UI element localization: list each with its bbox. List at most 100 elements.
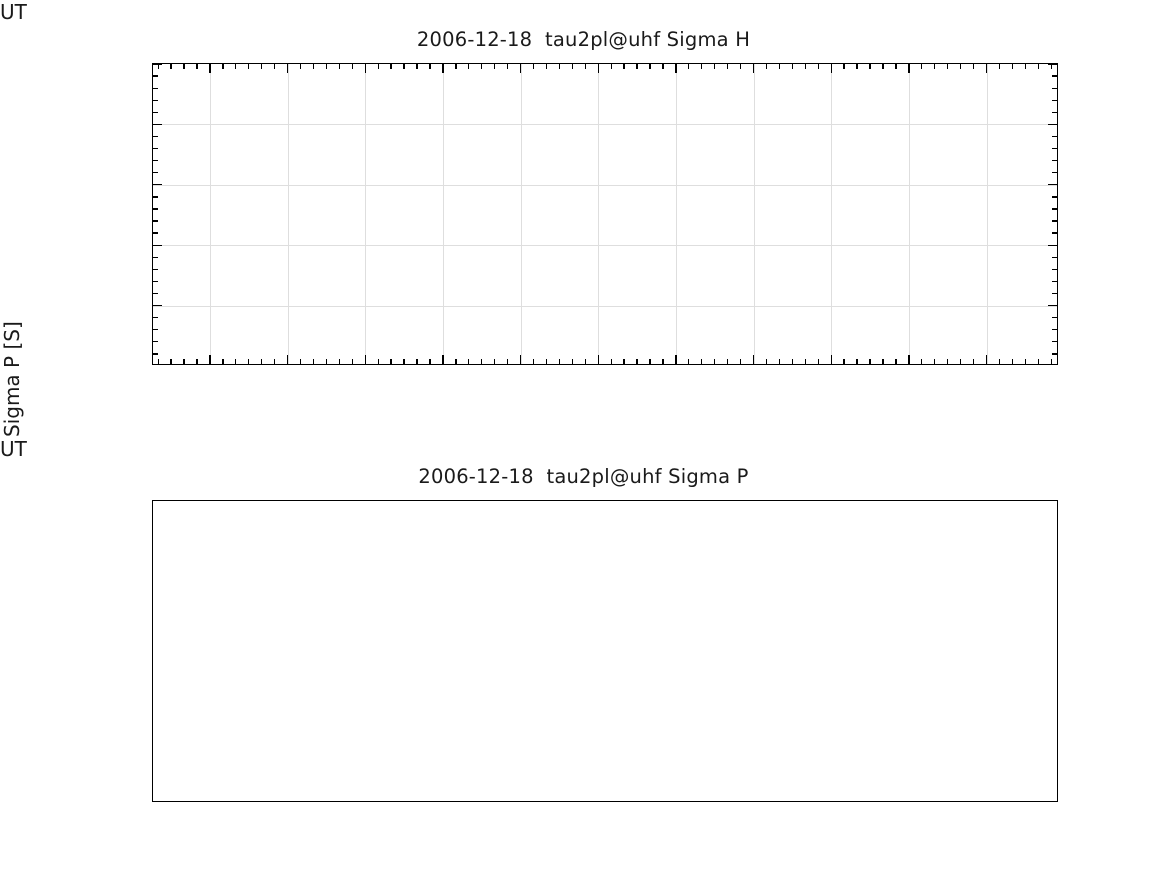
x-axis-minor-tick — [416, 64, 418, 69]
y-axis-minor-tick — [153, 280, 158, 283]
gridline-vertical — [675, 64, 677, 364]
x-axis-minor-tick — [727, 359, 729, 364]
x-axis-minor-tick — [532, 64, 535, 69]
y-axis-minor-tick — [1052, 256, 1057, 258]
x-axis-minor-tick — [248, 64, 250, 69]
x-axis-minor-tick — [584, 359, 586, 364]
x-axis-minor-tick — [610, 64, 612, 69]
y-axis-major-tick — [1048, 64, 1057, 65]
x-axis-minor-tick — [261, 64, 263, 69]
x-axis-major-tick — [286, 355, 289, 364]
x-axis-minor-tick — [856, 64, 858, 69]
x-axis-major-tick — [675, 355, 677, 364]
x-axis-minor-tick — [727, 64, 729, 69]
x-axis-minor-tick — [390, 359, 392, 364]
x-axis-minor-tick — [972, 64, 975, 69]
y-axis-minor-tick — [1052, 268, 1057, 270]
x-axis-minor-tick — [416, 359, 418, 364]
x-axis-minor-tick — [921, 64, 923, 69]
x-axis-minor-tick — [778, 64, 781, 69]
x-axis-minor-tick — [429, 64, 431, 69]
y-axis-minor-tick — [1052, 159, 1057, 162]
panel-title-sigma-h: 2006-12-18 tau2pl@uhf Sigma H — [416, 28, 751, 51]
x-axis-major-tick — [985, 355, 988, 364]
x-axis-minor-tick — [701, 359, 703, 364]
x-axis-minor-tick — [791, 64, 794, 69]
x-axis-minor-tick — [791, 359, 794, 364]
x-axis-minor-tick — [481, 64, 483, 69]
y-axis-minor-tick — [153, 135, 158, 138]
x-axis-minor-tick — [959, 64, 962, 69]
x-axis-minor-tick — [843, 359, 845, 364]
x-axis-label-sigma-p: UT — [0, 437, 27, 461]
panel-title-sigma-p: 2006-12-18 tau2pl@uhf Sigma P — [418, 465, 749, 488]
y-axis-minor-tick — [1052, 220, 1057, 222]
x-axis-minor-tick — [817, 64, 819, 69]
x-axis-label-sigma-h: UT — [0, 0, 27, 24]
x-axis-minor-tick — [1024, 359, 1026, 364]
x-axis-minor-tick — [921, 359, 923, 364]
x-axis-minor-tick — [817, 359, 819, 364]
x-axis-minor-tick — [248, 359, 250, 364]
y-axis-minor-tick — [1052, 135, 1057, 138]
x-axis-minor-tick — [869, 64, 871, 69]
x-axis-minor-tick — [183, 64, 185, 69]
gridline-vertical — [209, 64, 211, 364]
y-axis-minor-tick — [153, 317, 158, 319]
y-axis-minor-tick — [1052, 292, 1057, 295]
x-axis-minor-tick — [571, 64, 573, 69]
y-axis-minor-tick — [153, 208, 158, 210]
y-axis-minor-tick — [1052, 111, 1057, 113]
x-axis-minor-tick — [183, 359, 185, 364]
x-axis-minor-tick — [1050, 359, 1052, 364]
x-axis-minor-tick — [1050, 64, 1052, 69]
x-axis-minor-tick — [494, 359, 496, 364]
x-axis-minor-tick — [494, 64, 496, 69]
x-axis-minor-tick — [739, 64, 742, 69]
x-axis-major-tick — [985, 64, 988, 73]
x-axis-major-tick — [209, 64, 211, 73]
x-axis-minor-tick — [610, 359, 612, 364]
x-axis-minor-tick — [739, 359, 742, 364]
x-axis-minor-tick — [468, 359, 470, 364]
x-axis-minor-tick — [235, 64, 237, 69]
x-axis-minor-tick — [338, 64, 341, 69]
x-axis-minor-tick — [532, 359, 535, 364]
y-axis-minor-tick — [153, 75, 158, 77]
gridline-vertical — [986, 64, 988, 364]
x-axis-minor-tick — [895, 359, 897, 364]
x-axis-minor-tick — [571, 359, 573, 364]
gridline-vertical — [520, 64, 522, 364]
y-axis-minor-tick — [1052, 196, 1057, 198]
x-axis-minor-tick — [390, 64, 392, 69]
x-axis-minor-tick — [701, 64, 703, 69]
x-axis-minor-tick — [688, 64, 690, 69]
x-axis-minor-tick — [882, 359, 884, 364]
x-axis-minor-tick — [714, 359, 716, 364]
x-axis-minor-tick — [325, 64, 328, 69]
y-axis-minor-tick — [153, 196, 158, 198]
x-axis-minor-tick — [778, 359, 781, 364]
panel-sigma-h: 2006-12-18 tau2pl@uhf Sigma H Sigma H [S… — [0, 0, 1167, 437]
x-axis-minor-tick — [299, 359, 302, 364]
x-axis-major-tick — [752, 355, 755, 364]
x-axis-minor-tick — [882, 64, 884, 69]
y-axis-minor-tick — [1052, 87, 1057, 89]
gridline-vertical — [365, 64, 367, 364]
x-axis-minor-tick — [804, 359, 806, 364]
x-axis-minor-tick — [895, 64, 897, 69]
gridline-horizontal — [153, 245, 1057, 247]
gridline-vertical — [831, 64, 833, 364]
y-axis-major-tick — [153, 123, 162, 126]
y-axis-minor-tick — [153, 329, 158, 331]
x-axis-minor-tick — [274, 359, 276, 364]
x-axis-minor-tick — [545, 64, 548, 69]
x-axis-minor-tick — [222, 64, 224, 69]
x-axis-minor-tick — [998, 64, 1001, 69]
x-axis-minor-tick — [196, 359, 198, 364]
x-axis-major-tick — [908, 64, 910, 73]
y-axis-minor-tick — [1052, 280, 1057, 283]
y-axis-minor-tick — [153, 353, 158, 355]
y-axis-minor-tick — [153, 172, 158, 174]
x-axis-major-tick — [519, 355, 522, 364]
